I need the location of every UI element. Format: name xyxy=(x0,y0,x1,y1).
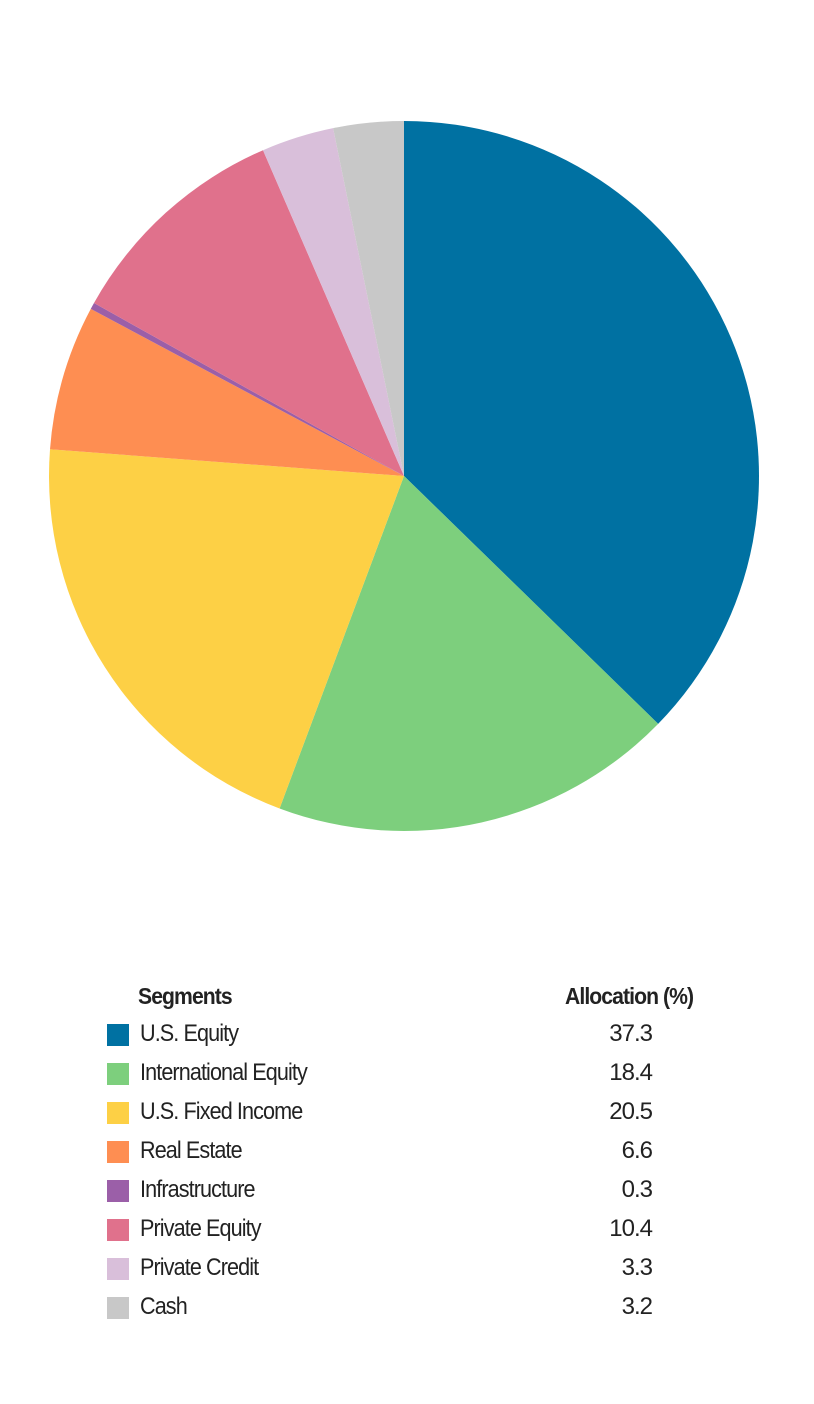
legend-value: 6.6 xyxy=(621,1137,653,1164)
legend-swatch xyxy=(107,1219,129,1241)
pie-slice-private-equity xyxy=(93,150,405,476)
legend-label: Infrastructure xyxy=(140,1176,256,1203)
pie-slice-private-credit xyxy=(263,128,404,476)
legend-label: Cash xyxy=(140,1293,188,1320)
pie-slice-u-s-fixed-income xyxy=(49,449,404,809)
legend-item: U.S. Fixed Income 20.5 xyxy=(107,1098,667,1128)
legend-item: U.S. Equity 37.3 xyxy=(107,1020,667,1050)
legend-header-segments: Segments xyxy=(138,983,233,1009)
legend-label: Real Estate xyxy=(140,1137,243,1164)
legend-label: Private Credit xyxy=(140,1254,259,1281)
pie-slice-infrastructure xyxy=(90,303,404,476)
legend-value: 10.4 xyxy=(609,1215,653,1242)
legend-header-allocation: Allocation (%) xyxy=(565,983,694,1009)
legend-swatch xyxy=(107,1024,129,1046)
legend-item: Private Credit 3.3 xyxy=(107,1254,667,1284)
legend-item: Real Estate 6.6 xyxy=(107,1137,667,1167)
pie-slice-u-s-equity xyxy=(404,121,759,724)
legend-swatch xyxy=(107,1141,129,1163)
legend-swatch xyxy=(107,1180,129,1202)
legend-item: Cash 3.2 xyxy=(107,1293,667,1323)
legend-value: 3.2 xyxy=(621,1293,653,1320)
legend-label: International Equity xyxy=(140,1059,308,1086)
legend-swatch xyxy=(107,1063,129,1085)
legend-item: Private Equity 10.4 xyxy=(107,1215,667,1245)
legend-swatch xyxy=(107,1297,129,1319)
legend-value: 20.5 xyxy=(609,1098,653,1125)
legend-value: 3.3 xyxy=(621,1254,653,1281)
pie-slice-real-estate xyxy=(50,308,404,476)
legend-label: U.S. Fixed Income xyxy=(140,1098,303,1125)
legend-item: International Equity 18.4 xyxy=(107,1059,667,1089)
pie-slice-international-equity xyxy=(279,476,659,831)
pie-chart xyxy=(49,121,759,831)
legend-swatch xyxy=(107,1102,129,1124)
legend-swatch xyxy=(107,1258,129,1280)
pie-slice-cash xyxy=(333,121,404,476)
legend-value: 37.3 xyxy=(609,1020,653,1047)
legend-value: 18.4 xyxy=(609,1059,653,1086)
legend-label: Private Equity xyxy=(140,1215,262,1242)
legend-label: U.S. Equity xyxy=(140,1020,239,1047)
legend-item: Infrastructure 0.3 xyxy=(107,1176,667,1206)
legend-value: 0.3 xyxy=(621,1176,653,1203)
